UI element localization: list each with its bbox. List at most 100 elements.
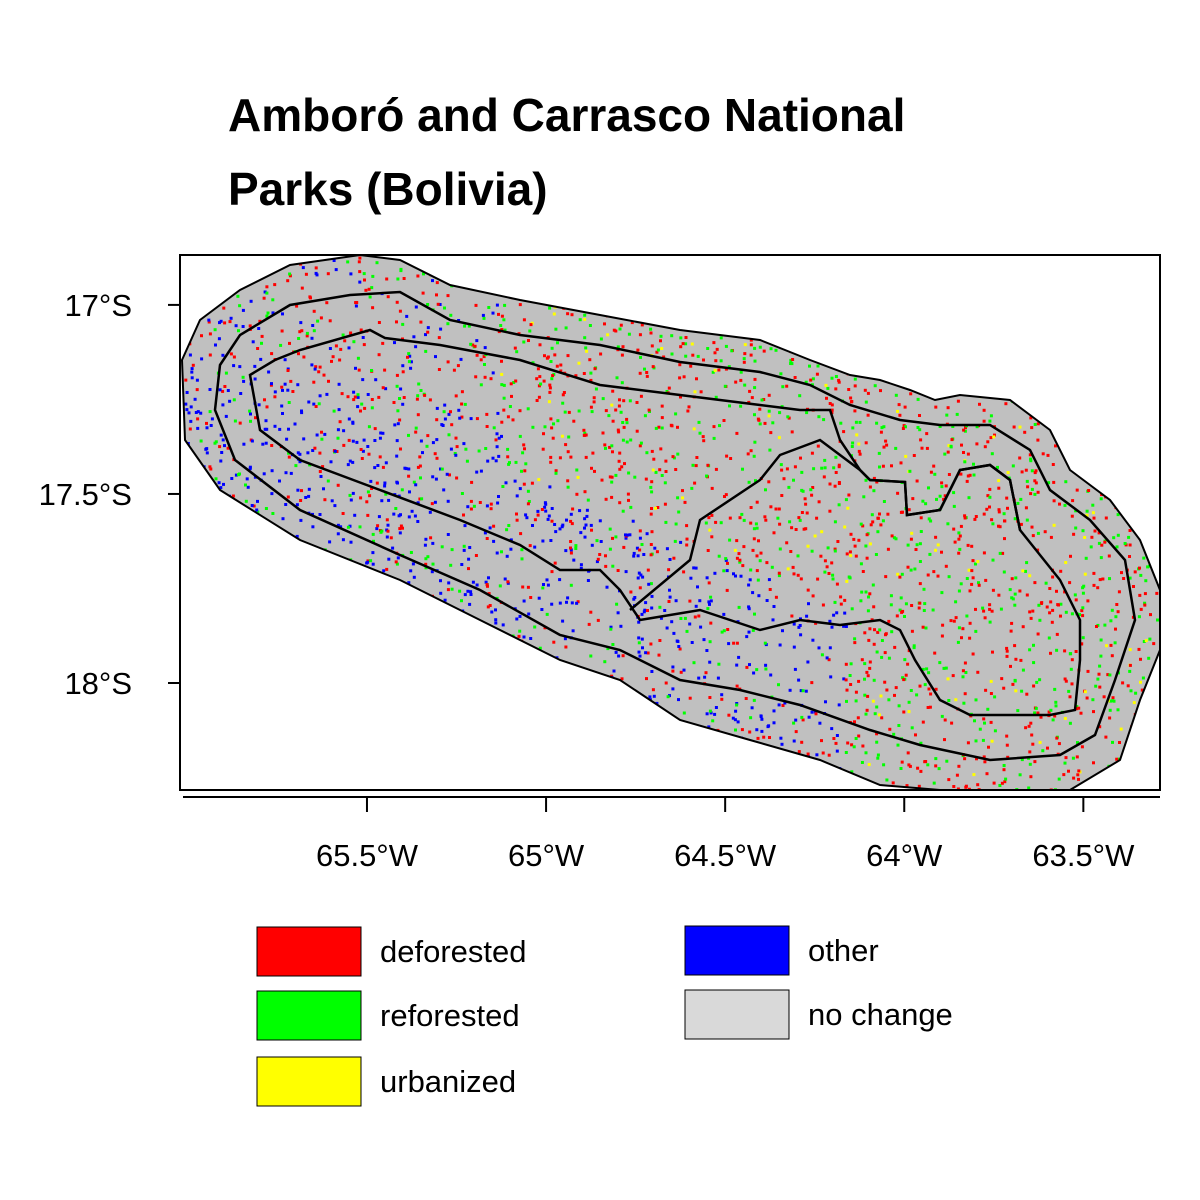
change-pixel (1064, 480, 1068, 484)
change-pixel (298, 590, 302, 594)
change-pixel (859, 562, 863, 566)
change-pixel (516, 761, 520, 764)
change-pixel (1002, 686, 1006, 690)
change-pixel (784, 288, 788, 292)
change-pixel (205, 426, 209, 430)
change-pixel (971, 559, 975, 563)
change-pixel (265, 427, 269, 431)
change-pixel (561, 401, 565, 405)
change-pixel (649, 485, 653, 489)
change-pixel (407, 581, 411, 585)
change-pixel (236, 706, 240, 710)
change-pixel (1003, 359, 1007, 363)
change-pixel (1119, 727, 1123, 731)
change-pixel (365, 500, 369, 504)
change-pixel (622, 545, 626, 549)
change-pixel (638, 536, 642, 540)
change-pixel (839, 602, 843, 606)
change-pixel (239, 695, 243, 699)
change-pixel (1018, 456, 1022, 460)
change-pixel (635, 546, 639, 550)
change-pixel (658, 262, 662, 266)
change-pixel (435, 648, 439, 652)
change-pixel (1137, 615, 1141, 619)
change-pixel (337, 382, 341, 386)
change-pixel (1107, 554, 1111, 558)
change-pixel (386, 295, 390, 299)
change-pixel (1084, 373, 1088, 377)
change-pixel (363, 278, 366, 282)
change-pixel (536, 367, 540, 371)
change-pixel (482, 355, 486, 359)
change-pixel (611, 643, 615, 646)
change-pixel (626, 755, 630, 759)
change-pixel (773, 257, 777, 261)
change-pixel (286, 495, 290, 499)
change-pixel (705, 712, 709, 716)
change-pixel (469, 729, 473, 732)
change-pixel (463, 402, 467, 406)
change-pixel (535, 399, 539, 402)
change-pixel (1152, 557, 1156, 561)
change-pixel (879, 430, 883, 434)
change-pixel (539, 299, 543, 303)
change-pixel (348, 694, 352, 697)
change-pixel (819, 284, 823, 288)
change-pixel (481, 313, 485, 317)
change-pixel (196, 552, 200, 556)
change-pixel (764, 667, 768, 671)
change-pixel (207, 292, 211, 296)
change-pixel (866, 329, 870, 333)
change-pixel (239, 603, 243, 607)
change-pixel (572, 279, 575, 283)
change-pixel (322, 616, 326, 620)
change-pixel (408, 689, 412, 693)
change-pixel (825, 396, 828, 400)
change-pixel (663, 481, 667, 485)
change-pixel (811, 638, 815, 642)
change-pixel (879, 523, 883, 527)
change-pixel (428, 646, 432, 650)
change-pixel (563, 278, 566, 282)
change-pixel (1047, 399, 1051, 403)
change-pixel (745, 665, 749, 669)
change-pixel (748, 389, 752, 393)
change-pixel (392, 596, 396, 600)
change-pixel (653, 546, 657, 550)
change-pixel (859, 599, 863, 603)
change-pixel (777, 507, 781, 511)
change-pixel (283, 255, 287, 259)
change-pixel (831, 577, 835, 581)
change-pixel (523, 710, 527, 714)
change-pixel (397, 634, 401, 638)
change-pixel (272, 719, 276, 723)
change-pixel (230, 695, 234, 698)
change-pixel (257, 598, 261, 602)
change-pixel (305, 590, 308, 594)
change-pixel (225, 661, 229, 665)
change-pixel (300, 329, 304, 333)
change-pixel (540, 508, 544, 511)
change-pixel (250, 439, 254, 443)
change-pixel (249, 419, 252, 423)
change-pixel (945, 371, 949, 375)
change-pixel (550, 507, 554, 510)
change-pixel (297, 688, 301, 692)
change-pixel (875, 705, 879, 709)
change-pixel (402, 277, 406, 280)
change-pixel (676, 496, 680, 500)
change-pixel (1052, 480, 1056, 484)
change-pixel (1091, 503, 1095, 507)
change-pixel (629, 315, 632, 319)
change-pixel (184, 617, 188, 621)
change-pixel (548, 753, 552, 757)
change-pixel (908, 274, 912, 278)
change-pixel (460, 762, 463, 766)
change-pixel (240, 737, 244, 741)
change-pixel (1055, 335, 1059, 339)
change-pixel (961, 627, 965, 631)
change-pixel (502, 776, 506, 780)
change-pixel (1141, 499, 1145, 503)
change-pixel (517, 259, 521, 263)
